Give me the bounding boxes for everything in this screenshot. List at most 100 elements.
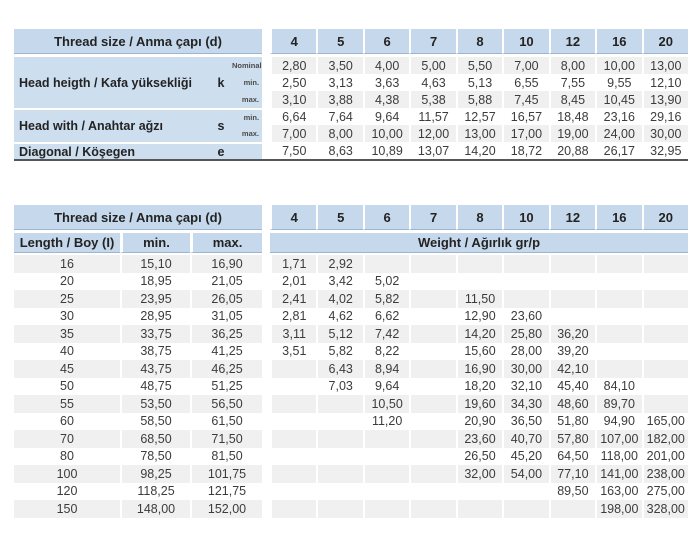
weight-value-cell [270, 465, 317, 483]
weight-value-cell: 28,00 [502, 342, 549, 360]
weight-value-cell: 1,71 [270, 255, 317, 273]
length-max-cell: 101,75 [190, 465, 263, 483]
weight-value-cell [409, 325, 456, 343]
length-cell: 55 [14, 395, 120, 413]
weight-value-cell: 182,00 [641, 430, 688, 448]
gap-cell [14, 253, 688, 255]
diameter-col-header: 6 [362, 29, 410, 54]
weight-value-cell: 19,60 [455, 395, 503, 413]
length-max-cell: 56,50 [190, 395, 263, 413]
dimension-value-cell: 5,00 [409, 57, 456, 74]
weight-value-cell [409, 360, 456, 378]
weight-value-cell [548, 307, 596, 325]
weight-value-cell [595, 325, 642, 343]
length-cell: 30 [14, 307, 120, 325]
weight-value-cell [502, 255, 549, 273]
weight-value-cell: 45,20 [502, 447, 549, 465]
weight-value-cell: 39,20 [548, 342, 596, 360]
length-min-cell: 78,50 [120, 447, 190, 465]
weight-value-cell [641, 360, 688, 378]
length-max-cell: 46,25 [190, 360, 263, 378]
dimension-value-cell: 4,38 [362, 91, 410, 108]
weight-value-cell: 2,81 [270, 307, 317, 325]
row-gap [262, 500, 271, 518]
dimension-value-cell: 12,10 [641, 74, 688, 91]
length-table-row: 60 58,50 61,50 11,20 20,90 36,50 51,80 94,90 165… [14, 412, 688, 430]
dimension-value-cell: 4,63 [409, 74, 456, 91]
dimension-value-cell: 10,89 [362, 142, 410, 159]
weight-value-cell [502, 290, 549, 308]
length-max-cell: 51,25 [190, 377, 263, 395]
length-table-row: 120 118,25 121,75 89,50 163,00 275,00 [14, 482, 688, 500]
weight-value-cell: 25,80 [502, 325, 549, 343]
row-gap [262, 395, 271, 413]
weight-value-cell [270, 500, 317, 518]
weight-value-cell: 64,50 [548, 447, 596, 465]
dimension-value-cell: 7,50 [270, 142, 317, 159]
weight-value-cell: 238,00 [641, 465, 688, 483]
row-gap [262, 325, 271, 343]
dimension-value-cell: 3,63 [362, 74, 410, 91]
weight-value-cell [548, 272, 596, 290]
group-symbol: e [210, 142, 232, 159]
gap-row [14, 253, 688, 255]
diameter-col-header: 8 [455, 29, 503, 54]
row-gap [262, 412, 271, 430]
weight-value-cell [409, 255, 456, 273]
weight-value-cell: 11,20 [362, 412, 410, 430]
row-gap [262, 142, 271, 159]
weight-value-cell [641, 255, 688, 273]
length-cell: 20 [14, 272, 120, 290]
row-gap [262, 447, 271, 465]
weight-value-cell [595, 290, 642, 308]
weight-value-cell: 36,50 [502, 412, 549, 430]
weight-value-cell [270, 447, 317, 465]
weight-value-cell [641, 325, 688, 343]
sub-label: min. [232, 108, 263, 125]
row-gap [262, 91, 271, 108]
dimension-value-cell: 3,88 [316, 91, 363, 108]
weight-value-cell [455, 255, 503, 273]
weight-value-cell [270, 412, 317, 430]
length-max-cell: 41,25 [190, 342, 263, 360]
weight-value-cell [409, 412, 456, 430]
weight-value-cell: 163,00 [595, 482, 642, 500]
diameter-col-header: 5 [316, 205, 363, 230]
head-table-row: Diagonal / Köşegen e 7,50 8,63 10,89 13,07 14,… [14, 142, 688, 159]
length-weight-section: Thread size / Anma çapı (d) 4 5 6 7 8 10 12 16 20… [14, 205, 688, 518]
dimension-value-cell: 8,00 [316, 125, 363, 142]
dimension-value-cell: 3,50 [316, 57, 363, 74]
diameter-col-header: 4 [270, 205, 317, 230]
weight-value-cell [455, 500, 503, 518]
length-max-cell: 31,05 [190, 307, 263, 325]
length-max-cell: 121,75 [190, 482, 263, 500]
weight-value-cell [409, 500, 456, 518]
dimension-value-cell: 11,57 [409, 108, 456, 125]
row-gap [262, 57, 271, 74]
weight-value-cell: 54,00 [502, 465, 549, 483]
dimension-value-cell: 8,45 [548, 91, 596, 108]
length-cell: 70 [14, 430, 120, 448]
dimension-value-cell: 2,80 [270, 57, 317, 74]
weight-value-cell [641, 395, 688, 413]
length-table-row: 50 48,75 51,25 7,03 9,64 18,20 32,10 45,40 84,10 [14, 377, 688, 395]
group-label: Diagonal / Köşegen [14, 142, 210, 159]
length-table-row: 35 33,75 36,25 3,11 5,12 7,42 14,20 25,80 36,20 [14, 325, 688, 343]
length-cell: 50 [14, 377, 120, 395]
length-cell: 60 [14, 412, 120, 430]
gap-cell [14, 230, 688, 233]
weight-value-cell: 94,90 [595, 412, 642, 430]
weight-value-cell: 23,60 [502, 307, 549, 325]
weight-value-cell [595, 307, 642, 325]
weight-value-cell: 84,10 [595, 377, 642, 395]
weight-value-cell: 26,50 [455, 447, 503, 465]
min-col-header: min. [120, 233, 190, 253]
row-gap [262, 430, 271, 448]
weight-value-cell [641, 290, 688, 308]
group-symbol: s [210, 108, 232, 142]
diameter-col-header: 20 [641, 29, 688, 54]
weight-value-cell [270, 482, 317, 500]
weight-value-cell: 7,42 [362, 325, 410, 343]
dimension-value-cell: 10,00 [595, 57, 642, 74]
length-cell: 120 [14, 482, 120, 500]
